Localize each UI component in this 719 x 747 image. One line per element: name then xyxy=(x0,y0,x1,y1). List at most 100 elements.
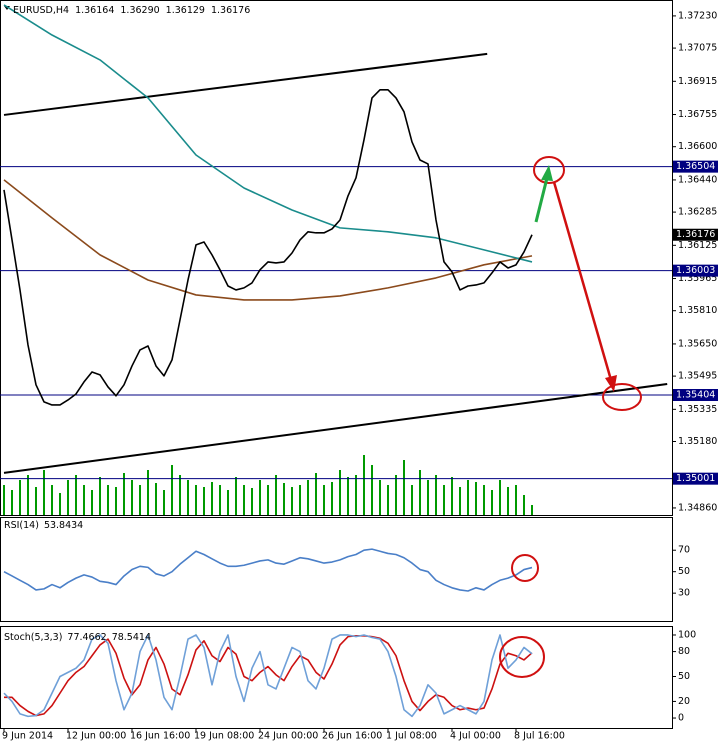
panel-header: Stoch(5,3,3) 77.4662 78.5414 xyxy=(4,632,151,643)
volume-bar xyxy=(363,455,365,515)
volume-bar xyxy=(43,470,45,515)
main-panel xyxy=(0,0,673,516)
volume-bar xyxy=(355,475,357,515)
level-label: 1.36003 xyxy=(676,265,715,276)
y-tick-label: 1.35650 xyxy=(678,338,717,349)
volume-bar xyxy=(291,487,293,515)
volume-bar xyxy=(67,480,69,515)
arrow-down xyxy=(552,181,613,381)
volume-bar xyxy=(259,480,261,515)
volume-bar xyxy=(499,480,501,515)
y-tick-label: 1.36915 xyxy=(678,76,717,87)
volume-bar xyxy=(211,482,213,515)
volume-bar xyxy=(179,475,181,515)
panel-title: Stoch(5,3,3) xyxy=(4,632,62,643)
x-tick-label: 1 Jul 08:00 xyxy=(386,731,437,742)
volume-bar xyxy=(339,470,341,515)
volume-bar xyxy=(75,475,77,515)
indicator-value: 53.8434 xyxy=(44,520,83,531)
y-tick-label: 1.35810 xyxy=(678,305,717,316)
volume-bar xyxy=(371,465,373,515)
volume-bar xyxy=(99,477,101,515)
volume-bar xyxy=(91,490,93,515)
volume-bar xyxy=(107,485,109,515)
volume-bar xyxy=(147,470,149,515)
volume-bar xyxy=(139,485,141,515)
y-tick-label: 1.35965 xyxy=(678,273,717,284)
volume-bar xyxy=(155,483,157,515)
trend-line xyxy=(3,383,668,474)
trend-line xyxy=(3,52,488,116)
y-tick-label: 1.35495 xyxy=(678,371,717,382)
volume-bar xyxy=(19,480,21,515)
volume-bar xyxy=(483,485,485,515)
volume-bar xyxy=(347,477,349,515)
y-tick-label: 1.37230 xyxy=(678,10,717,21)
target-circle xyxy=(533,156,565,184)
level-label: 1.35001 xyxy=(676,473,715,484)
volume-bar xyxy=(467,480,469,515)
volume-bar xyxy=(331,482,333,515)
level-label-box xyxy=(673,472,718,485)
x-tick-label: 19 Jun 08:00 xyxy=(194,731,254,742)
volume-bar xyxy=(443,485,445,515)
volume-bar xyxy=(187,480,189,515)
panel-title: EURUSD,H4 xyxy=(13,5,69,16)
x-tick-label: 24 Jun 00:00 xyxy=(258,731,318,742)
volume-bar xyxy=(475,482,477,515)
arrow-up xyxy=(534,177,549,223)
y-tick-label: 30 xyxy=(678,588,690,599)
y-tick-label: 0 xyxy=(678,713,684,724)
stoch-circle xyxy=(499,636,545,678)
ohlc-value: 1.36176 xyxy=(211,5,250,16)
volume-bar xyxy=(83,485,85,515)
y-tick-label: 80 xyxy=(678,646,690,657)
volume-bar xyxy=(299,485,301,515)
volume-bar xyxy=(523,495,525,515)
volume-bar xyxy=(379,480,381,515)
y-tick-label: 1.37075 xyxy=(678,43,717,54)
y-tick-label: 1.35180 xyxy=(678,436,717,447)
rsi-circle xyxy=(511,554,539,582)
annotations xyxy=(499,156,642,678)
volume-bar xyxy=(531,505,533,515)
volume-bar xyxy=(435,475,437,515)
volume-bar xyxy=(387,485,389,515)
volume-bar xyxy=(227,490,229,515)
volume-bar xyxy=(235,477,237,515)
panel-header: RSI(14) 53.8434 xyxy=(4,520,83,531)
volume-bar xyxy=(403,460,405,515)
volume-bar xyxy=(35,487,37,515)
volume-bar xyxy=(307,480,309,515)
volume-bar xyxy=(411,485,413,515)
volume-bar xyxy=(427,480,429,515)
volume-bar xyxy=(451,477,453,515)
x-tick-label: 8 Jul 16:00 xyxy=(514,731,565,742)
volume-bar xyxy=(243,485,245,515)
ohlc-value: 1.36129 xyxy=(166,5,205,16)
volume-bar xyxy=(123,473,125,515)
volume-bar xyxy=(275,475,277,515)
series-line xyxy=(3,548,533,592)
volume-bar xyxy=(163,490,165,515)
arrow-head xyxy=(605,375,617,392)
panel-title: RSI(14) xyxy=(4,520,39,531)
volume-bar xyxy=(51,485,53,515)
volume-bar xyxy=(115,487,117,515)
volume-bar xyxy=(171,465,173,515)
volume-bar xyxy=(515,485,517,515)
y-tick-label: 1.34860 xyxy=(678,502,717,513)
volume-bar xyxy=(3,485,5,515)
indicator-value: 77.4662 xyxy=(67,632,106,643)
volume-bar xyxy=(459,487,461,515)
volume-bar xyxy=(131,480,133,515)
x-tick-label: 9 Jun 2014 xyxy=(2,731,53,742)
volume-bar xyxy=(395,475,397,515)
ohlc-value: 1.36290 xyxy=(120,5,159,16)
volume-bar xyxy=(315,473,317,515)
y-tick-label: 1.36440 xyxy=(678,174,717,185)
level-label: 1.36504 xyxy=(676,161,715,172)
stoch-panel xyxy=(0,626,673,729)
